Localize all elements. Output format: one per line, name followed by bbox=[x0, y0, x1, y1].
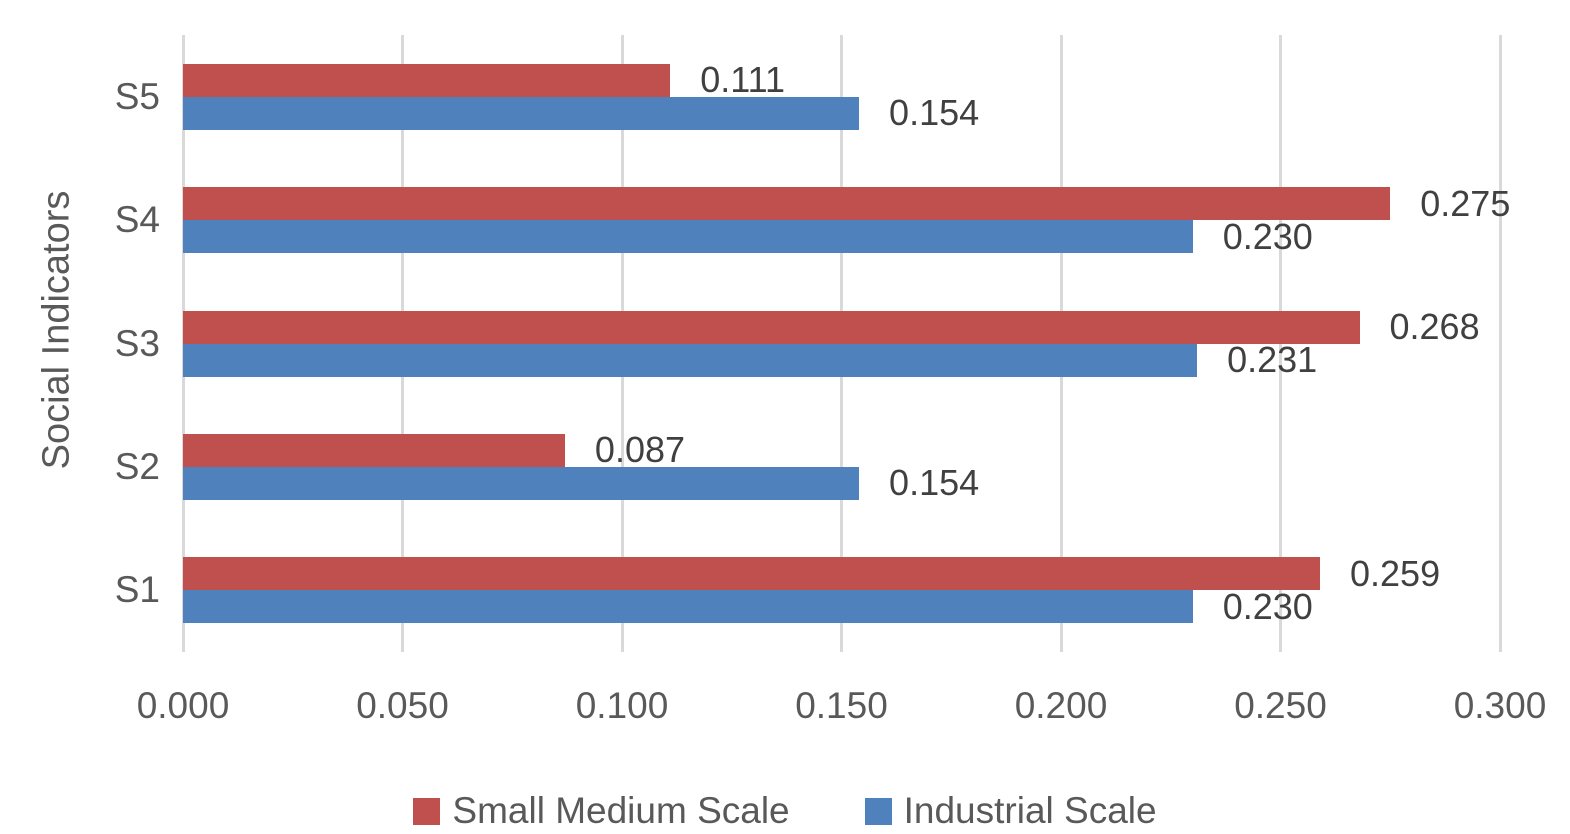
bar-s1-industrial-scale bbox=[183, 590, 1193, 624]
x-tick-label: 0.100 bbox=[575, 685, 669, 726]
data-label-s1-industrial-scale: 0.230 bbox=[1222, 585, 1313, 627]
legend-label-industrial-scale: Industrial Scale bbox=[903, 790, 1157, 831]
x-tick-label: 0.300 bbox=[1453, 685, 1547, 726]
y-category-label-s5: S5 bbox=[114, 75, 160, 117]
bar-s4-industrial-scale bbox=[183, 220, 1193, 254]
y-category-label-s1: S1 bbox=[114, 569, 160, 611]
y-category-label-s4: S4 bbox=[114, 199, 160, 241]
x-tick-label: 0.200 bbox=[1014, 685, 1108, 726]
bar-s2-industrial-scale bbox=[183, 466, 860, 500]
gridline bbox=[1279, 35, 1282, 652]
x-tick-label: 0.050 bbox=[356, 685, 449, 726]
x-tick-label: 0.000 bbox=[136, 685, 230, 726]
data-label-s4-small-medium-scale: 0.275 bbox=[1420, 182, 1511, 224]
legend-swatch-industrial-scale bbox=[864, 797, 892, 825]
data-label-s2-small-medium-scale: 0.087 bbox=[594, 429, 686, 471]
legend-item-industrial-scale: Industrial Scale bbox=[864, 788, 1157, 834]
bar-s4-small-medium-scale bbox=[183, 187, 1391, 221]
data-label-s5-industrial-scale: 0.154 bbox=[889, 92, 980, 134]
data-label-s1-small-medium-scale: 0.259 bbox=[1350, 552, 1441, 594]
data-label-s2-industrial-scale: 0.154 bbox=[889, 462, 980, 504]
x-tick-label: 0.150 bbox=[795, 685, 888, 726]
chart-legend: Small Medium Scale Industrial Scale bbox=[0, 788, 1570, 834]
data-label-s3-small-medium-scale: 0.268 bbox=[1389, 306, 1480, 347]
legend-swatch-small-medium-scale bbox=[413, 797, 441, 825]
legend-item-small-medium-scale: Small Medium Scale bbox=[413, 788, 790, 834]
y-category-label-s3: S3 bbox=[114, 322, 160, 364]
bar-s5-industrial-scale bbox=[183, 96, 860, 130]
data-label-s3-industrial-scale: 0.231 bbox=[1227, 339, 1318, 380]
legend-label-small-medium-scale: Small Medium Scale bbox=[452, 790, 790, 831]
gridline bbox=[1498, 35, 1502, 652]
bar-s2-small-medium-scale bbox=[183, 433, 565, 467]
y-category-label-s2: S2 bbox=[114, 445, 160, 487]
bar-s5-small-medium-scale bbox=[183, 63, 671, 97]
bar-s3-small-medium-scale bbox=[183, 310, 1360, 344]
bar-s1-small-medium-scale bbox=[183, 557, 1320, 591]
data-label-s4-industrial-scale: 0.230 bbox=[1222, 215, 1313, 257]
x-tick-label: 0.250 bbox=[1234, 685, 1327, 726]
bar-s3-industrial-scale bbox=[183, 343, 1198, 377]
data-label-s5-small-medium-scale: 0.111 bbox=[700, 59, 786, 101]
